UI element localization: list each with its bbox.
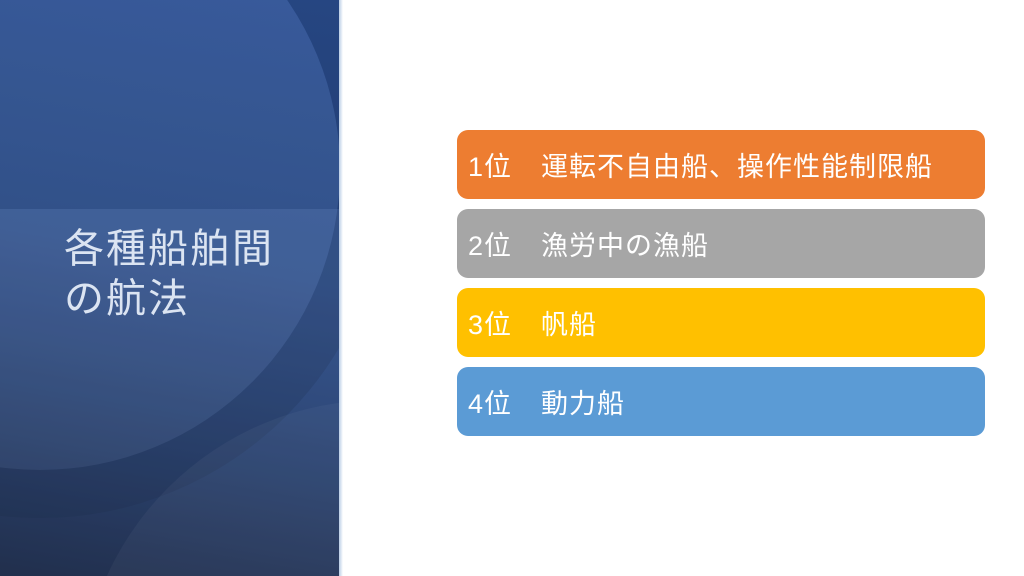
rank-label: 帆船	[541, 310, 598, 340]
rank-number: 2位	[468, 231, 513, 261]
rank-label: 動力船	[541, 389, 626, 419]
ranking-bar-3: 3位 帆船	[457, 288, 985, 357]
rank-number: 3位	[468, 310, 513, 340]
ranking-bar-4: 4位 動力船	[457, 367, 985, 436]
slide-title-line-1: 各種船舶間	[64, 227, 274, 271]
rank-label: 漁労中の漁船	[541, 231, 710, 261]
ranking-bar-2: 2位 漁労中の漁船	[457, 209, 985, 278]
title-highlight-band	[0, 209, 339, 576]
panel-divider	[339, 0, 343, 576]
rank-number: 1位	[468, 152, 513, 182]
slide-title-line-2: の航法	[64, 277, 190, 321]
rank-label: 運転不自由船、操作性能制限船	[541, 152, 934, 182]
rank-number: 4位	[468, 389, 513, 419]
ranking-bar-1: 1位 運転不自由船、操作性能制限船	[457, 130, 985, 199]
ranking-list: 1位 運転不自由船、操作性能制限船 2位 漁労中の漁船 3位 帆船 4位 動力船	[457, 130, 985, 436]
slide-title: 各種船舶間 の航法	[64, 224, 274, 324]
title-panel: 各種船舶間 の航法	[0, 0, 339, 576]
